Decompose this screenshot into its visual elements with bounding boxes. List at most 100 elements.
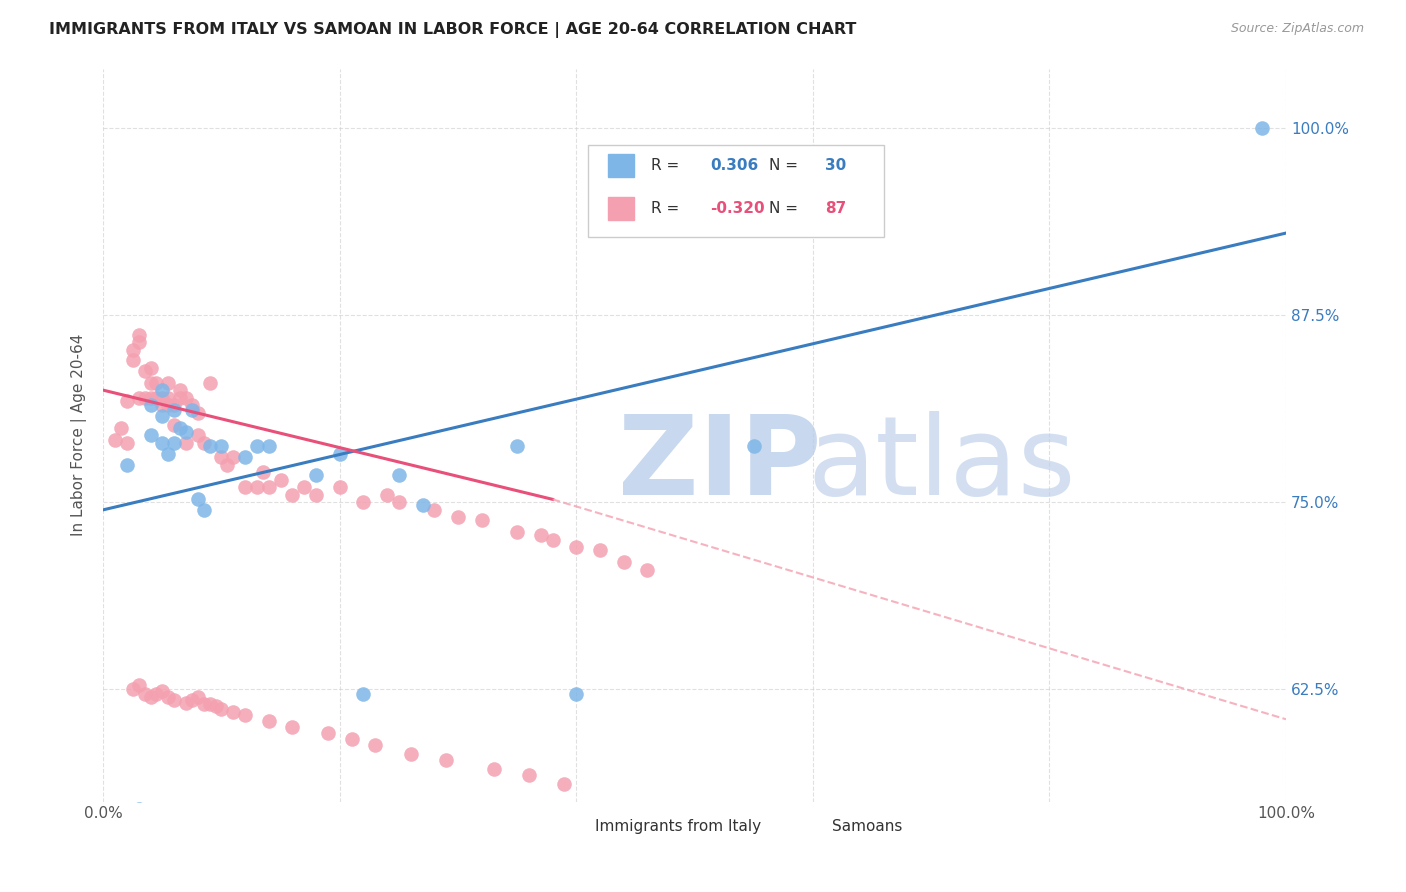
Point — [187, 690, 209, 704]
Point — [139, 398, 162, 412]
Point — [541, 533, 564, 547]
Text: Samoans: Samoans — [832, 819, 903, 834]
Point — [163, 693, 186, 707]
Point — [305, 468, 328, 483]
Point — [139, 428, 162, 442]
Point — [163, 402, 186, 417]
Text: -0.320: -0.320 — [710, 201, 765, 216]
Bar — [609, 153, 634, 177]
Point — [134, 391, 156, 405]
Text: R =: R = — [651, 158, 679, 173]
Point — [104, 433, 127, 447]
Bar — [609, 197, 634, 220]
Point — [246, 480, 269, 494]
Point — [134, 687, 156, 701]
Point — [565, 687, 588, 701]
Point — [222, 705, 245, 719]
Point — [211, 702, 233, 716]
Point — [222, 450, 245, 465]
Point — [352, 687, 374, 701]
Point — [257, 714, 280, 728]
Point — [128, 678, 150, 692]
Text: atlas: atlas — [807, 411, 1076, 518]
Point — [128, 335, 150, 350]
Y-axis label: In Labor Force | Age 20-64: In Labor Force | Age 20-64 — [72, 334, 87, 536]
Point — [150, 391, 173, 405]
Point — [180, 693, 202, 707]
Point — [115, 393, 138, 408]
Point — [139, 376, 162, 390]
Point — [257, 480, 280, 494]
Point — [517, 767, 540, 781]
Point — [204, 698, 226, 713]
Point — [174, 425, 197, 439]
Point — [134, 364, 156, 378]
Point — [193, 698, 215, 712]
Point — [589, 543, 612, 558]
Point — [174, 391, 197, 405]
Point — [187, 492, 209, 507]
Point — [187, 428, 209, 442]
Point — [329, 480, 352, 494]
Point — [553, 776, 575, 790]
Point — [169, 383, 191, 397]
Point — [115, 435, 138, 450]
Point — [150, 398, 173, 412]
Point — [145, 391, 167, 405]
Text: 30: 30 — [825, 158, 846, 173]
Text: 87: 87 — [825, 201, 846, 216]
Point — [233, 480, 256, 494]
Point — [157, 448, 180, 462]
Point — [211, 438, 233, 452]
Point — [1251, 121, 1274, 136]
Point — [150, 435, 173, 450]
Text: 0.306: 0.306 — [710, 158, 758, 173]
Point — [180, 398, 202, 412]
Point — [163, 398, 186, 412]
Point — [613, 555, 636, 569]
Point — [292, 480, 315, 494]
Point — [174, 696, 197, 710]
Point — [121, 682, 143, 697]
Point — [506, 438, 529, 452]
Point — [180, 402, 202, 417]
Point — [257, 438, 280, 452]
Point — [233, 707, 256, 722]
Point — [115, 458, 138, 472]
Point — [198, 438, 221, 452]
Text: N =: N = — [769, 201, 799, 216]
Point — [742, 438, 765, 452]
Point — [157, 398, 180, 412]
Point — [316, 725, 339, 739]
Point — [375, 488, 398, 502]
Point — [150, 409, 173, 423]
Point — [128, 802, 150, 816]
Point — [163, 435, 186, 450]
Point — [636, 563, 658, 577]
Point — [193, 503, 215, 517]
Point — [121, 343, 143, 357]
Point — [169, 420, 191, 434]
Point — [128, 391, 150, 405]
Point — [423, 503, 446, 517]
Point — [139, 360, 162, 375]
Point — [211, 450, 233, 465]
Point — [329, 448, 352, 462]
Point — [530, 528, 553, 542]
Point — [364, 738, 387, 752]
Point — [482, 762, 505, 776]
FancyBboxPatch shape — [588, 145, 884, 237]
Point — [434, 753, 457, 767]
Point — [128, 327, 150, 342]
Point — [412, 499, 434, 513]
Text: N =: N = — [769, 158, 799, 173]
Point — [565, 540, 588, 554]
Point — [506, 525, 529, 540]
Point — [217, 458, 239, 472]
Point — [193, 435, 215, 450]
Bar — [789, 814, 815, 838]
Point — [157, 690, 180, 704]
Point — [157, 376, 180, 390]
Point — [115, 817, 138, 831]
Point — [198, 698, 221, 712]
